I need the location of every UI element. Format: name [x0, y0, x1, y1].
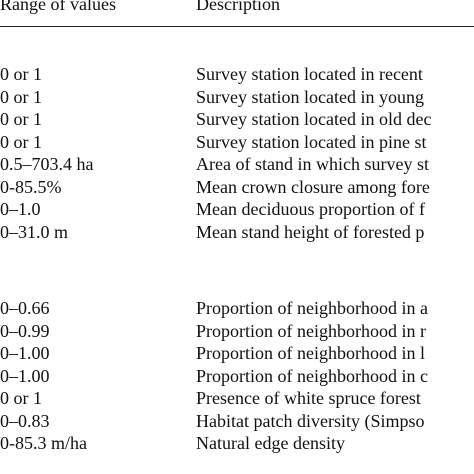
range-cell: 0-85.5% — [0, 176, 62, 197]
description-cell: Survey station located in pine st — [196, 131, 427, 152]
description-column-header: Description — [196, 0, 280, 14]
description-cell: Survey station located in young — [196, 86, 424, 107]
range-cell: 0-85.3 m/ha — [0, 433, 87, 453]
table-row: 0–0.99 Proportion of neighborhood in r — [0, 321, 474, 343]
range-cell: 0–0.66 — [0, 298, 50, 318]
table-row: 0 or 1 Survey station located in pine st — [0, 132, 474, 154]
range-cell: 0 or 1 — [0, 131, 42, 152]
table-row: 0 or 1 Survey station located in recent — [0, 64, 474, 86]
range-cell: 0–1.0 — [0, 199, 41, 219]
range-cell: 0–0.99 — [0, 320, 50, 341]
table-row: 0–0.66 Proportion of neighborhood in a — [0, 298, 474, 320]
table-row: 0.5–703.4 ha Area of stand in which surve… — [0, 154, 474, 176]
description-cell: Mean stand height of forested p — [196, 221, 425, 242]
table-row: 0 or 1 Survey station located in old dec — [0, 109, 474, 131]
description-cell: Mean deciduous proportion of f — [196, 199, 425, 219]
table-row: 0-85.5% Mean crown closure among fore — [0, 177, 474, 199]
description-cell: Proportion of neighborhood in r — [196, 320, 426, 341]
table-row: 0–0.83 Habitat patch diversity (Simpso — [0, 411, 474, 433]
table-header: Range of values Description — [0, 0, 474, 18]
description-cell: Proportion of neighborhood in c — [196, 365, 428, 386]
range-cell: 0 or 1 — [0, 64, 42, 84]
range-cell: 0–0.83 — [0, 410, 50, 431]
table-row: 0-85.3 m/ha Natural edge density — [0, 433, 474, 455]
table-row: 0–1.0 Mean deciduous proportion of f — [0, 199, 474, 221]
table-row: 0–31.0 m Mean stand height of forested p — [0, 222, 474, 244]
range-cell: 0–1.00 — [0, 343, 50, 363]
description-cell: Mean crown closure among fore — [196, 176, 430, 197]
range-cell: 0.5–703.4 ha — [0, 154, 94, 174]
description-cell: Survey station located in recent — [196, 64, 423, 84]
range-cell: 0 or 1 — [0, 86, 42, 107]
description-cell: Survey station located in old dec — [196, 109, 432, 129]
description-cell: Proportion of neighborhood in a — [196, 298, 428, 318]
table-row: 0–1.00 Proportion of neighborhood in l — [0, 343, 474, 365]
range-cell: 0 or 1 — [0, 109, 42, 129]
table-row: 0 or 1 Survey station located in young — [0, 87, 474, 109]
table-row: 0 or 1 Presence of white spruce forest — [0, 388, 474, 410]
description-cell: Proportion of neighborhood in l — [196, 343, 425, 363]
description-cell: Area of stand in which survey st — [196, 154, 429, 174]
range-column-header: Range of values — [0, 0, 116, 14]
header-rule — [0, 26, 474, 27]
range-cell: 0–1.00 — [0, 365, 50, 386]
range-cell: 0 or 1 — [0, 388, 42, 408]
description-cell: Presence of white spruce forest — [196, 388, 421, 408]
table-row: 0–1.00 Proportion of neighborhood in c — [0, 366, 474, 388]
description-cell: Habitat patch diversity (Simpso — [196, 410, 425, 431]
description-cell: Natural edge density — [196, 433, 345, 453]
range-cell: 0–31.0 m — [0, 221, 69, 242]
